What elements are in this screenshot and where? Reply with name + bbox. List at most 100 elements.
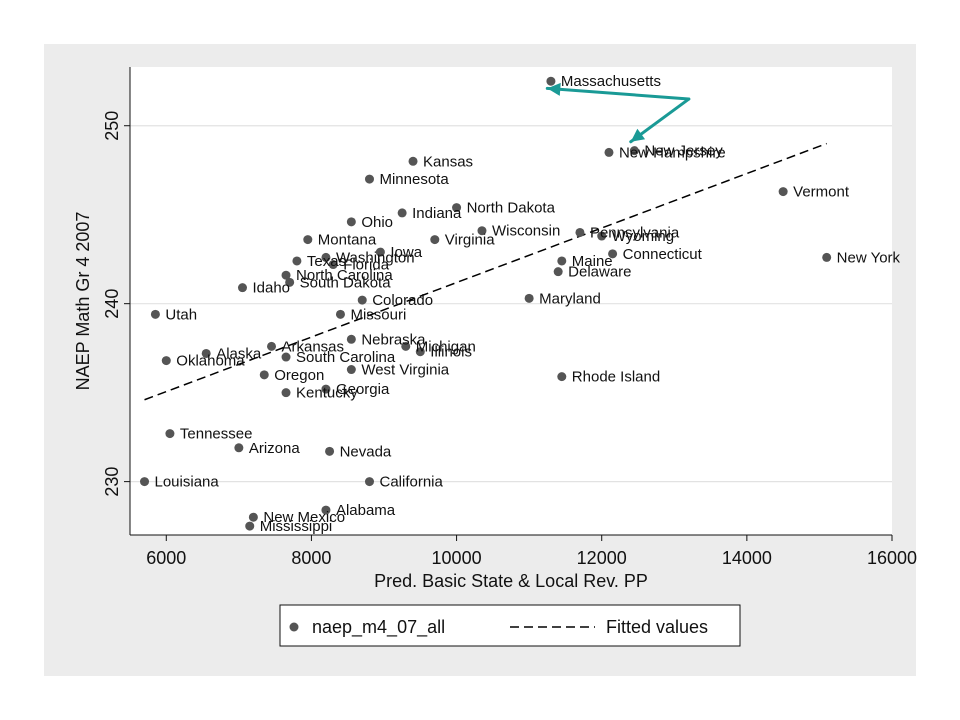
plot-area — [130, 67, 892, 535]
point-new-york — [822, 252, 832, 262]
point-nevada — [325, 446, 335, 456]
point-label-minnesota: Minnesota — [379, 171, 449, 188]
point-label-nevada: Nevada — [340, 443, 392, 460]
point-louisiana — [140, 477, 150, 487]
point-label-georgia: Georgia — [336, 381, 390, 398]
point-label-west-virginia: West Virginia — [361, 362, 449, 379]
fit-line-layer — [144, 142, 827, 401]
point-label-colorado: Colorado — [372, 292, 433, 309]
annotation-arrows — [545, 82, 691, 144]
point-maryland — [524, 293, 534, 303]
point-minnesota — [364, 174, 374, 184]
point-west-virginia — [346, 365, 356, 375]
point-label-rhode-island: Rhode Island — [572, 369, 660, 386]
point-label-oregon: Oregon — [274, 367, 324, 384]
legend-box — [279, 604, 741, 647]
point-michigan — [401, 341, 411, 351]
point-vermont — [778, 187, 788, 197]
point-label-iowa: Iowa — [390, 244, 422, 261]
point-north-dakota — [452, 203, 462, 213]
point-label-mississippi: Mississippi — [260, 518, 333, 535]
point-label-vermont: Vermont — [793, 184, 850, 201]
point-label-michigan: Michigan — [416, 338, 476, 355]
point-oregon — [259, 370, 269, 380]
point-label-illinois: Illinois — [430, 344, 472, 361]
point-label-new-york: New York — [837, 249, 901, 266]
legend: naep_m4_07_all Fitted values — [279, 604, 741, 647]
point-kentucky — [281, 388, 291, 398]
point-label-washington: Washington — [336, 249, 415, 266]
point-south-carolina — [281, 352, 291, 362]
point-iowa — [375, 247, 385, 257]
x-axis-title: Pred. Basic State & Local Rev. PP — [374, 571, 648, 591]
point-georgia — [321, 384, 331, 394]
legend-marker-scatter — [289, 622, 299, 632]
point-montana — [303, 235, 313, 245]
point-rhode-island — [557, 372, 567, 382]
point-mississippi — [245, 521, 255, 531]
y-tick-label-250: 250 — [102, 111, 122, 141]
point-label-south-carolina: South Carolina — [296, 349, 396, 366]
point-florida — [328, 260, 338, 270]
points-layer — [140, 76, 832, 531]
point-texas — [292, 256, 302, 266]
y-axis-title: NAEP Math Gr 4 2007 — [73, 212, 93, 391]
annotation-arrow-1 — [545, 82, 691, 101]
point-nebraska — [346, 334, 356, 344]
point-washington — [321, 252, 331, 262]
point-label-oklahoma: Oklahoma — [176, 353, 245, 370]
point-label-kansas: Kansas — [423, 153, 473, 170]
point-label-delaware: Delaware — [568, 264, 631, 281]
point-ohio — [346, 217, 356, 227]
y-tick-label-240: 240 — [102, 289, 122, 319]
point-colorado — [357, 295, 367, 305]
x-tick-label-16000: 16000 — [867, 548, 917, 568]
grid — [130, 125, 892, 483]
x-tick-label-12000: 12000 — [577, 548, 627, 568]
point-california — [364, 477, 374, 487]
point-alaska — [201, 348, 211, 358]
point-label-new-jersey: New Jersey — [644, 143, 723, 160]
point-illinois — [415, 347, 425, 357]
point-south-dakota — [285, 277, 295, 287]
point-label-missouri: Missouri — [350, 306, 406, 323]
annotation-arrow-2 — [629, 97, 691, 144]
point-wisconsin — [477, 226, 487, 236]
point-north-carolina — [281, 270, 291, 280]
point-maine — [557, 256, 567, 266]
point-label-florida: Florida — [343, 257, 390, 274]
point-pennsylvania — [575, 227, 585, 237]
point-label-new-mexico: New Mexico — [263, 509, 345, 526]
point-label-connecticut: Connecticut — [623, 246, 703, 263]
point-delaware — [553, 267, 563, 277]
point-label-new-hampshire: New Hampshire — [619, 144, 726, 161]
point-connecticut — [608, 249, 618, 259]
point-utah — [150, 309, 160, 319]
legend-label-scatter: naep_m4_07_all — [312, 617, 445, 638]
point-virginia — [430, 235, 440, 245]
point-label-alaska: Alaska — [216, 345, 262, 362]
point-label-utah: Utah — [165, 306, 197, 323]
point-label-arkansas: Arkansas — [282, 338, 345, 355]
point-label-wisconsin: Wisconsin — [492, 223, 560, 240]
point-label-north-carolina: North Carolina — [296, 267, 393, 284]
point-label-arizona: Arizona — [249, 440, 301, 457]
y-tick-label-230: 230 — [102, 467, 122, 497]
point-new-mexico — [248, 512, 258, 522]
point-massachusetts — [546, 76, 556, 86]
point-arkansas — [267, 341, 277, 351]
point-wyoming — [597, 231, 607, 241]
legend-label-fit: Fitted values — [606, 617, 708, 637]
point-label-maine: Maine — [572, 253, 613, 270]
axes: 230 240 250 6000 8000 10000 12000 14000 16000 — [102, 67, 917, 568]
point-label-pennsylvania: Pennsylvania — [590, 224, 680, 241]
point-oklahoma — [161, 356, 171, 366]
point-label-wyoming: Wyoming — [612, 228, 674, 245]
point-label-california: California — [379, 474, 443, 491]
point-missouri — [335, 309, 345, 319]
point-label-ohio: Ohio — [361, 214, 393, 231]
point-alabama — [321, 505, 331, 515]
x-tick-label-8000: 8000 — [291, 548, 331, 568]
